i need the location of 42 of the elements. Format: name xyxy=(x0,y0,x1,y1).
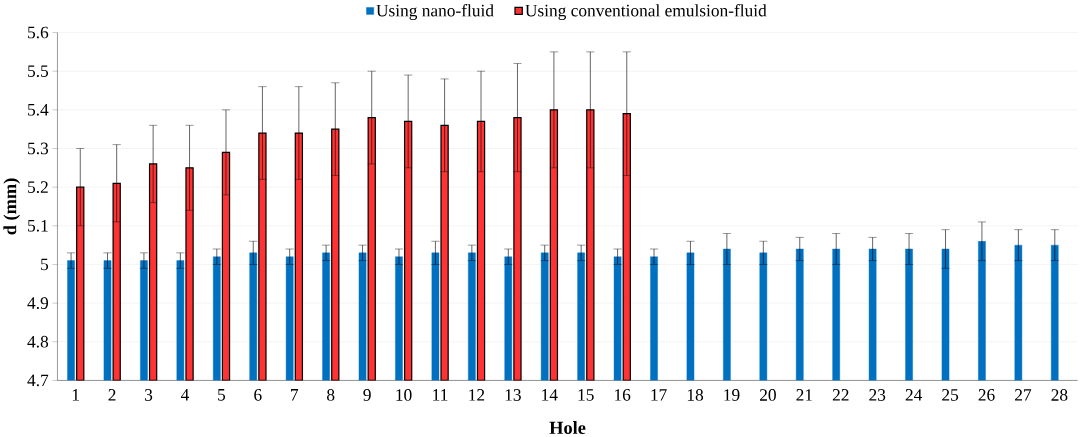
x-tick-label: 20 xyxy=(760,388,776,401)
x-tick-label: 16 xyxy=(615,388,631,401)
x-tick-label: 10 xyxy=(396,388,412,401)
legend-label: Using conventional emulsion-fluid xyxy=(525,3,767,20)
x-tick-label: 3 xyxy=(145,388,153,401)
x-tick-label: 26 xyxy=(978,388,995,401)
y-tick-label: 4.8 xyxy=(27,335,49,348)
x-tick-label: 2 xyxy=(108,388,116,401)
x-tick-label: 18 xyxy=(687,388,704,401)
x-tick-label: 4 xyxy=(180,388,190,401)
y-tick-label: 4.9 xyxy=(27,297,49,309)
x-tick-label: 6 xyxy=(254,388,262,401)
x-tick-label: 11 xyxy=(433,388,448,401)
x-tick-label: 15 xyxy=(578,388,594,401)
x-tick-label: 17 xyxy=(651,388,667,401)
y-tick-label: 5.2 xyxy=(28,181,48,193)
x-tick-label: 23 xyxy=(869,388,886,401)
y-tick-label: 5.1 xyxy=(28,219,48,232)
x-tick-label: 12 xyxy=(469,388,485,401)
y-axis-title: d (mm) xyxy=(3,178,21,235)
legend-label: Using nano-fluid xyxy=(376,3,494,20)
y-tick-label: 5.5 xyxy=(28,65,49,77)
y-tick-label: 5.3 xyxy=(28,142,49,155)
x-tick-label: 14 xyxy=(542,388,558,401)
x-tick-label: 22 xyxy=(832,388,849,401)
x-tick-label: 25 xyxy=(942,388,959,401)
x-tick-label: 9 xyxy=(363,388,371,401)
y-tick-label: 5.6 xyxy=(28,26,49,39)
x-tick-label: 19 xyxy=(724,388,740,401)
x-tick-label: 27 xyxy=(1015,388,1032,401)
x-tick-label: 1 xyxy=(72,388,79,401)
x-tick-label: 21 xyxy=(796,388,812,401)
y-tick-label: 4.7 xyxy=(27,374,49,387)
y-tick-label: 5 xyxy=(41,258,49,271)
x-tick-label: 13 xyxy=(505,388,521,401)
x-tick-label: 5 xyxy=(218,388,226,401)
x-tick-label: 24 xyxy=(905,388,923,401)
y-tick-label: 5.4 xyxy=(28,103,49,116)
x-axis-title: Hole xyxy=(549,420,586,434)
x-tick-label: 7 xyxy=(291,388,299,401)
x-tick-label: 28 xyxy=(1051,388,1068,401)
x-tick-label: 8 xyxy=(327,388,335,401)
